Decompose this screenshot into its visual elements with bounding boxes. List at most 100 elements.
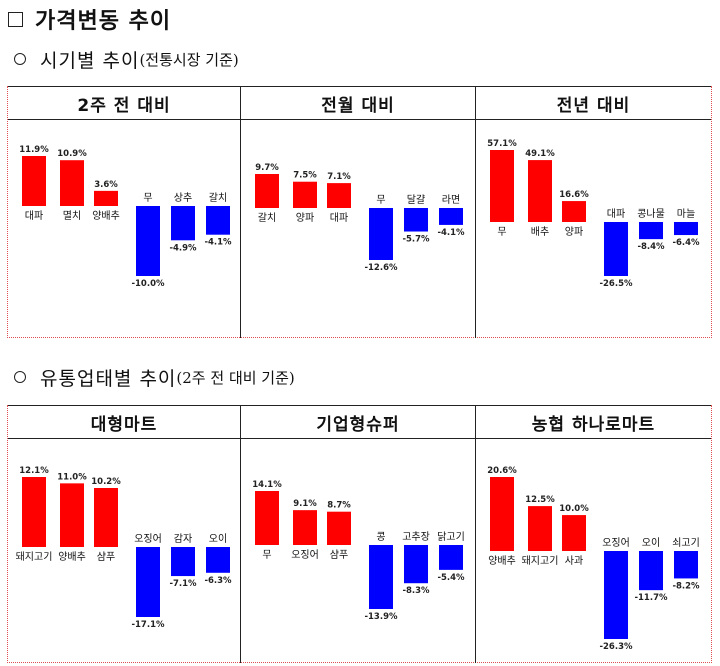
circle-bullet-icon — [14, 371, 26, 383]
category-label: 돼지고기 — [522, 555, 559, 567]
data-label: 10.9% — [57, 149, 87, 159]
circle-bullet-icon — [14, 53, 26, 65]
data-label: 3.6% — [94, 180, 118, 190]
category-label: 고추장 — [402, 531, 430, 543]
data-label: -4.1% — [437, 228, 465, 238]
section-2-charts: 대형마트 12.1% 돼지고기 11.0% 양배추 10.2% 샴푸 -17.1% 오징어 -7… — [8, 405, 711, 663]
category-label: 갈치 — [209, 191, 227, 204]
data-label: 10.2% — [91, 477, 121, 487]
bar — [639, 551, 663, 591]
category-label: 감자 — [174, 533, 192, 545]
category-label: 달걀 — [407, 193, 425, 206]
category-label: 오징어 — [291, 549, 319, 561]
data-label: -10.0% — [131, 279, 164, 289]
chart-panel: 전월 대비 9.7% 갈치 7.5% 양파 7.1% 대파 -12.6% 무 -5.7% 달걀 -4… — [241, 86, 476, 338]
bar-chart: 9.7% 갈치 7.5% 양파 7.1% 대파 -12.6% 무 -5.7% 달걀 -4.1% 라면 — [255, 163, 465, 273]
category-label: 배추 — [531, 226, 549, 238]
data-label: -8.3% — [402, 586, 430, 596]
category-label: 쇠고기 — [672, 537, 700, 549]
category-label: 무 — [262, 550, 271, 561]
checkbox-square-icon — [8, 11, 23, 27]
data-label: 11.9% — [19, 145, 49, 155]
bar — [674, 222, 698, 236]
category-label: 라면 — [442, 194, 460, 206]
bar — [528, 160, 552, 222]
category-label: 멸치 — [63, 210, 81, 222]
bar — [171, 547, 195, 577]
page-header: 가격변동 추이 — [8, 4, 171, 34]
bar — [136, 206, 160, 276]
bar — [60, 483, 84, 547]
data-label: -12.6% — [364, 263, 397, 273]
bar — [22, 156, 46, 206]
data-label: -26.3% — [599, 642, 632, 652]
data-label: 12.1% — [19, 466, 49, 476]
category-label: 콩 — [376, 531, 385, 543]
category-label: 무 — [143, 193, 152, 204]
data-label: -6.4% — [672, 238, 700, 248]
category-label: 오이 — [209, 533, 227, 545]
category-label: 양배추 — [58, 551, 86, 563]
chart-panel: 기업형슈퍼 14.1% 무 9.1% 오징어 8.7% 샴푸 -13.9% 콩 -8.3% 고추장… — [241, 405, 476, 663]
section-2-note: (2주 전 대비 기준) — [176, 368, 295, 387]
bar — [94, 190, 118, 206]
category-label: 오징어 — [602, 537, 630, 549]
bar — [293, 510, 317, 545]
bar-chart: 14.1% 무 9.1% 오징어 8.7% 샴푸 -13.9% 콩 -8.3% 고추장 -5.4% 닭… — [252, 480, 465, 622]
category-label: 대파 — [25, 210, 43, 222]
data-label: 10.0% — [559, 504, 589, 514]
category-label: 샴푸 — [330, 549, 348, 561]
bar-chart: 12.1% 돼지고기 11.0% 양배추 10.2% 샴푸 -17.1% 오징어 -7.1% 감자… — [16, 466, 232, 630]
data-label: -6.3% — [204, 576, 232, 586]
bar — [94, 487, 118, 547]
data-label: 9.7% — [255, 163, 279, 173]
category-label: 사과 — [565, 555, 583, 567]
category-label: 대파 — [330, 212, 348, 224]
bar — [255, 174, 279, 208]
bar — [369, 208, 393, 260]
chart-title: 전년 대비 — [476, 86, 711, 120]
bar — [404, 208, 428, 232]
data-label: -8.2% — [672, 581, 700, 591]
category-label: 상추 — [174, 192, 192, 204]
bar — [404, 545, 428, 584]
category-label: 샴푸 — [97, 551, 115, 563]
data-label: -8.4% — [637, 242, 665, 252]
bar — [136, 547, 160, 617]
category-label: 무 — [497, 227, 506, 238]
bar — [604, 222, 628, 276]
bar — [490, 477, 514, 551]
chart-panel: 대형마트 12.1% 돼지고기 11.0% 양배추 10.2% 샴푸 -17.1% 오징어 -7… — [8, 405, 241, 663]
bar — [206, 547, 230, 573]
bar — [327, 511, 351, 545]
data-label: 57.1% — [487, 139, 517, 149]
bar — [490, 150, 514, 222]
chart-title: 전월 대비 — [241, 86, 475, 120]
data-label: -5.4% — [437, 573, 465, 583]
section-2-heading: 유통업태별 추이 (2주 전 대비 기준) — [14, 364, 295, 390]
bar — [528, 506, 552, 551]
bar-chart: 11.9% 대파 10.9% 멸치 3.6% 양배추 -10.0% 무 -4.9% 상추 -4.1%… — [19, 145, 232, 289]
category-label: 돼지고기 — [16, 551, 53, 563]
data-label: -11.7% — [634, 593, 667, 603]
section-1-title: 시기별 추이 — [40, 49, 140, 72]
bar — [674, 551, 698, 579]
section-1-heading: 시기별 추이 (전통시장 기준) — [14, 46, 239, 72]
data-label: 14.1% — [252, 480, 282, 490]
bar — [562, 201, 586, 222]
data-label: -26.5% — [599, 279, 632, 289]
bar — [327, 183, 351, 208]
section-2-title: 유통업태별 추이 — [40, 367, 177, 390]
data-label: 8.7% — [327, 501, 351, 511]
category-label: 대파 — [607, 208, 625, 220]
category-label: 오징어 — [134, 533, 162, 545]
data-label: -4.1% — [204, 238, 232, 248]
bar — [22, 477, 46, 547]
bar — [439, 545, 463, 570]
data-label: 11.0% — [57, 472, 87, 482]
data-label: 12.5% — [525, 495, 555, 505]
chart-title: 대형마트 — [8, 405, 240, 439]
bar — [206, 206, 230, 235]
chart-panel: 전년 대비 57.1% 무 49.1% 배추 16.6% 양파 -26.5% 대파 -8.4% 콩… — [476, 86, 711, 338]
bar — [562, 515, 586, 551]
